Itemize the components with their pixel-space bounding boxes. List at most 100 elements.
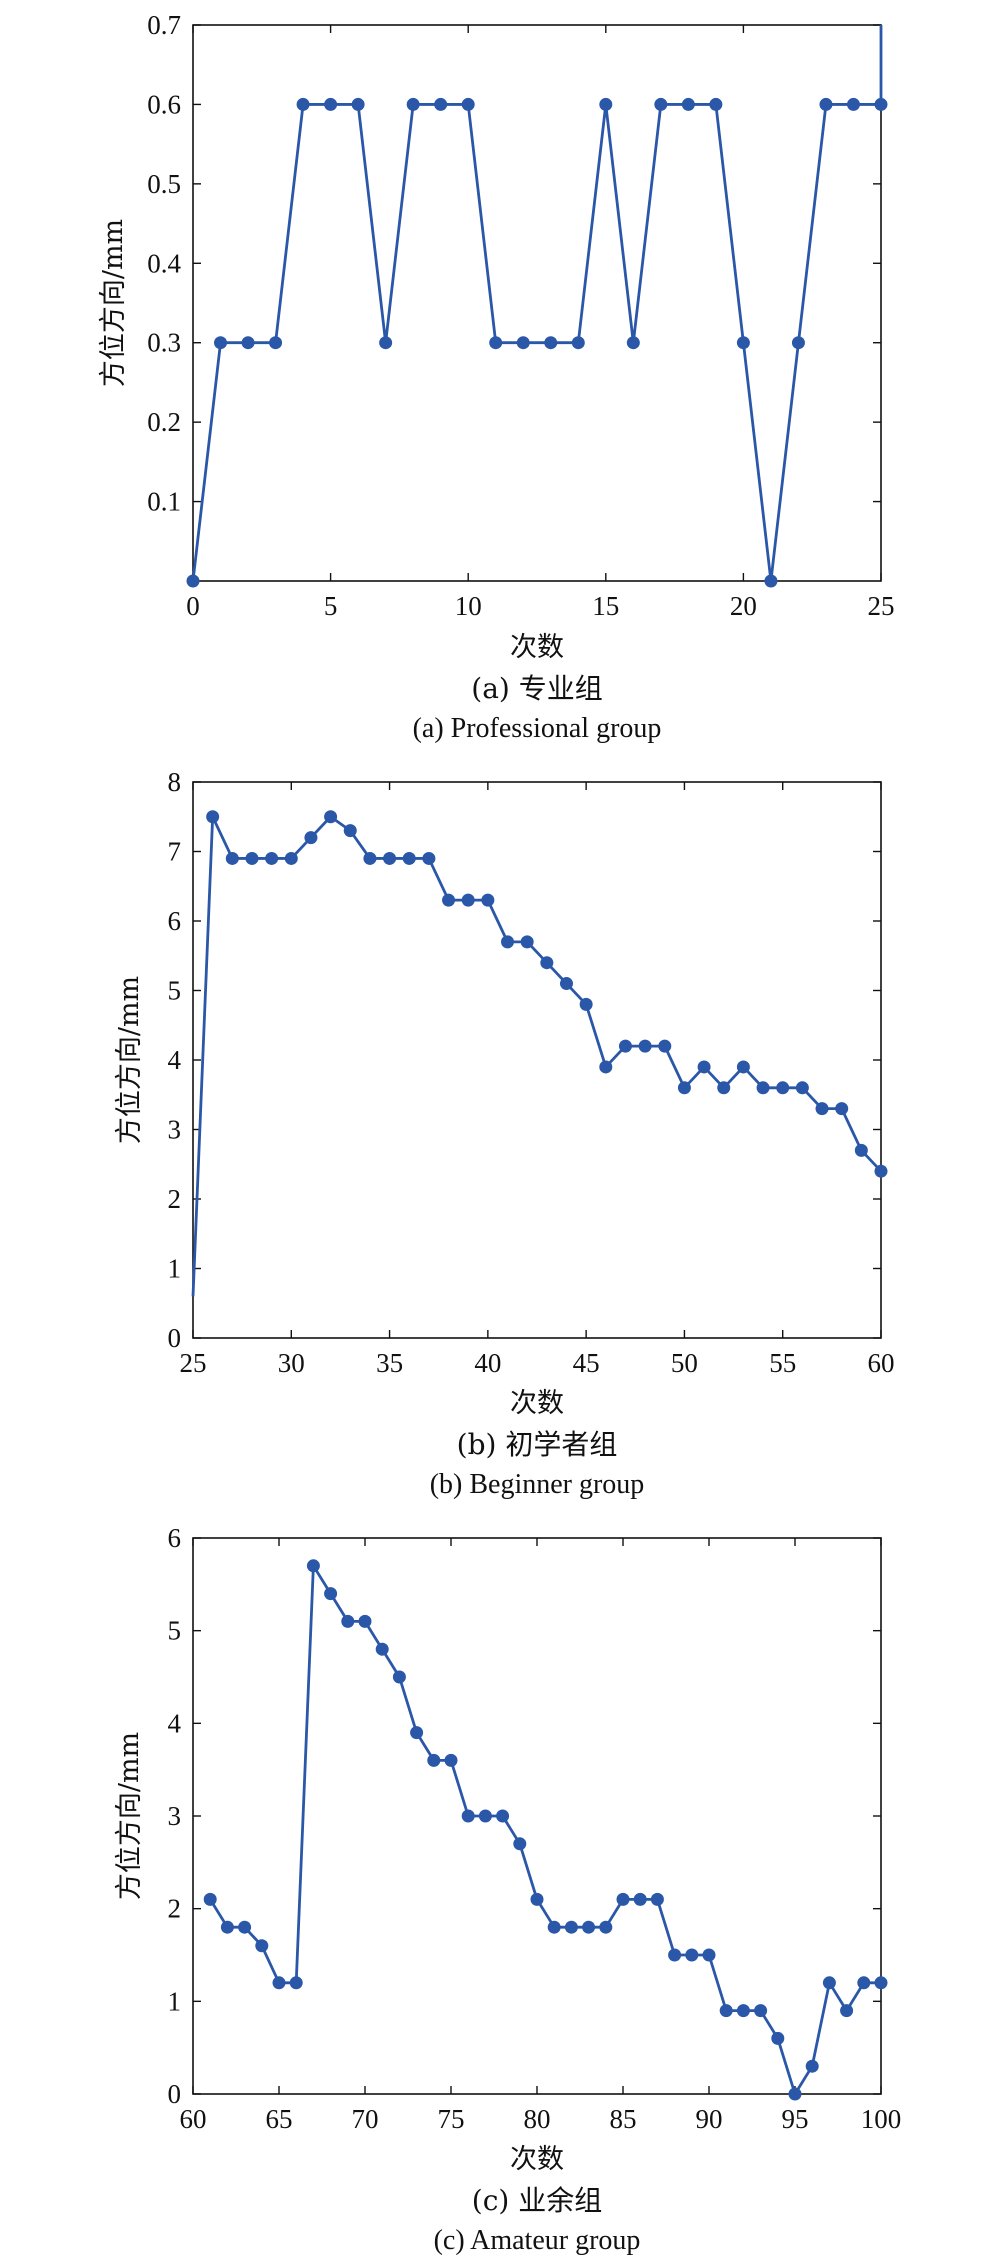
data-point xyxy=(203,1892,217,1906)
x-tick-label: 50 xyxy=(671,1348,698,1378)
data-point xyxy=(874,1164,888,1178)
data-point xyxy=(599,1060,613,1074)
data-point xyxy=(406,97,420,111)
data-point xyxy=(461,97,475,111)
data-point xyxy=(822,1976,836,1990)
data-point xyxy=(756,1081,770,1095)
y-axis-label: 方位方向/mm xyxy=(114,1732,145,1900)
y-tick-label: 0.1 xyxy=(147,487,181,517)
data-point xyxy=(815,1102,829,1116)
data-point xyxy=(719,2004,733,2018)
y-tick-label: 3 xyxy=(168,1801,182,1831)
data-point xyxy=(520,935,534,949)
data-point xyxy=(599,97,613,111)
y-tick-label: 6 xyxy=(168,1523,182,1553)
data-point xyxy=(681,97,695,111)
chart-panel-amateur: 60 65 70 75 80 85 90 95 100 0 1 2 3 4 5 6 次数 方位方向/mm (c… xyxy=(114,1523,901,2256)
data-point xyxy=(776,1081,790,1095)
data-point xyxy=(795,1081,809,1095)
data-point xyxy=(410,1726,424,1740)
data-point xyxy=(709,97,723,111)
data-point xyxy=(238,1920,252,1934)
data-point xyxy=(461,893,475,907)
data-point xyxy=(547,1920,561,1934)
data-point xyxy=(616,1892,630,1906)
data-point xyxy=(874,1976,888,1990)
data-point xyxy=(626,336,640,350)
data-point xyxy=(874,97,888,111)
y-tick-label: 0.6 xyxy=(147,89,181,119)
x-tick-label: 30 xyxy=(278,1348,305,1378)
data-point xyxy=(214,336,228,350)
data-point xyxy=(422,851,436,865)
caption-cn: (c) 业余组 xyxy=(472,2184,602,2217)
y-tick-label: 0.3 xyxy=(147,328,181,358)
y-tick-label: 0.5 xyxy=(147,169,181,199)
data-point xyxy=(564,1920,578,1934)
data-point xyxy=(461,1809,475,1823)
y-tick-label: 1 xyxy=(168,1986,182,2016)
data-point xyxy=(530,1892,544,1906)
chart-marks: 60 65 70 75 80 85 90 95 100 0 1 2 3 4 5 6 xyxy=(168,1523,902,2134)
x-tick-label: 70 xyxy=(352,2104,379,2134)
y-tick-label: 7 xyxy=(168,837,182,867)
data-point xyxy=(633,1892,647,1906)
data-point xyxy=(501,935,515,949)
data-point xyxy=(343,824,357,838)
data-point xyxy=(677,1081,691,1095)
data-point xyxy=(375,1642,389,1656)
y-tick-label: 0 xyxy=(168,2079,182,2109)
data-point xyxy=(805,2059,819,2073)
data-point xyxy=(788,2087,802,2101)
data-point xyxy=(434,97,448,111)
data-point xyxy=(544,336,558,350)
data-point xyxy=(835,1102,849,1116)
caption-cn: (a) 专业组 xyxy=(471,672,602,705)
data-point xyxy=(324,97,338,111)
data-point xyxy=(341,1614,355,1628)
data-point xyxy=(599,1920,613,1934)
data-point xyxy=(245,851,259,865)
data-point xyxy=(685,1948,699,1962)
data-point xyxy=(444,1753,458,1767)
y-tick-label: 6 xyxy=(168,906,182,936)
data-point xyxy=(579,997,593,1011)
data-point xyxy=(736,1060,750,1074)
x-tick-label: 85 xyxy=(610,2104,637,2134)
data-point xyxy=(289,1976,303,1990)
y-tick-label: 0.2 xyxy=(147,407,181,437)
data-point xyxy=(306,1559,320,1573)
data-point xyxy=(764,574,778,588)
data-point xyxy=(854,1143,868,1157)
data-point xyxy=(383,851,397,865)
data-point xyxy=(571,336,585,350)
data-point xyxy=(265,851,279,865)
x-tick-label: 55 xyxy=(769,1348,796,1378)
y-tick-label: 0.4 xyxy=(147,248,181,278)
x-tick-label: 15 xyxy=(592,591,619,621)
data-point xyxy=(272,1976,286,1990)
data-point xyxy=(618,1039,632,1053)
data-point xyxy=(442,893,456,907)
x-tick-label: 45 xyxy=(573,1348,600,1378)
x-tick-label: 25 xyxy=(868,591,895,621)
data-point xyxy=(736,336,750,350)
x-tick-label: 100 xyxy=(861,2104,902,2134)
data-point xyxy=(736,2004,750,2018)
data-point xyxy=(241,336,255,350)
x-tick-label: 5 xyxy=(324,591,338,621)
x-tick-label: 75 xyxy=(438,2104,465,2134)
y-tick-label: 5 xyxy=(168,1616,182,1646)
data-point xyxy=(559,977,573,991)
data-point xyxy=(697,1060,711,1074)
data-point xyxy=(540,956,554,970)
x-tick-label: 60 xyxy=(868,1348,895,1378)
data-point xyxy=(582,1920,596,1934)
x-axis-label: 次数 xyxy=(510,632,564,663)
y-tick-label: 8 xyxy=(168,767,182,797)
series-line xyxy=(209,1564,881,2096)
y-tick-label: 1 xyxy=(168,1254,182,1284)
data-point xyxy=(489,336,503,350)
